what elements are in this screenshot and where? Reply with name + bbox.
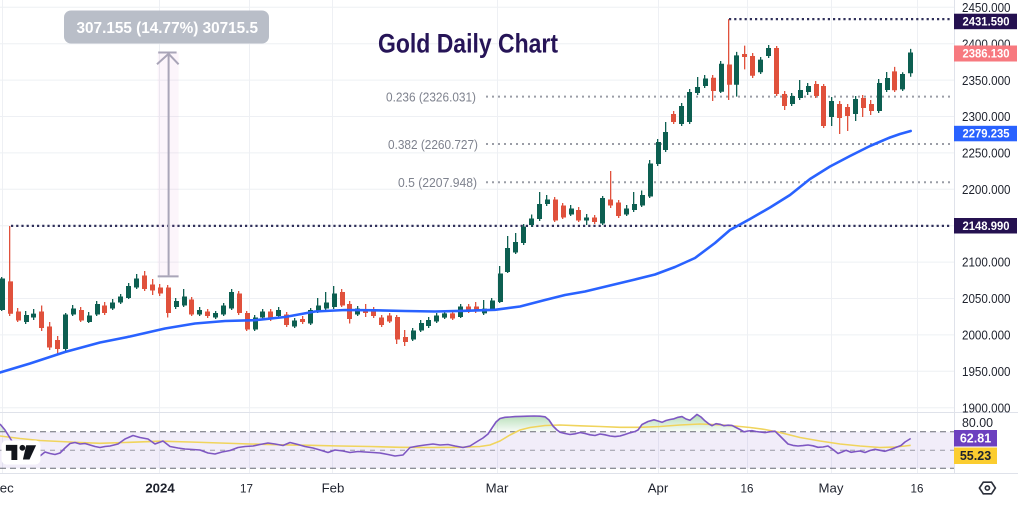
svg-text:Dec: Dec [0,481,14,496]
svg-text:Gold Daily Chart: Gold Daily Chart [378,29,558,59]
svg-text:May: May [819,481,844,496]
svg-text:2300.000: 2300.000 [962,110,1011,124]
svg-text:0.236 (2326.031): 0.236 (2326.031) [386,91,476,105]
svg-text:307.155 (14.77%) 30715.5: 307.155 (14.77%) 30715.5 [77,20,259,37]
svg-text:2350.000: 2350.000 [962,74,1011,88]
svg-text:1900.000: 1900.000 [962,401,1011,415]
svg-text:2200.000: 2200.000 [962,183,1011,197]
svg-text:2386.130: 2386.130 [963,49,1010,61]
svg-text:2148.990: 2148.990 [963,221,1010,233]
svg-text:0.5 (2207.948): 0.5 (2207.948) [398,176,477,190]
svg-text:2000.000: 2000.000 [962,329,1011,343]
svg-text:Feb: Feb [322,481,345,496]
svg-text:62.81: 62.81 [960,432,991,446]
svg-text:2050.000: 2050.000 [962,292,1011,306]
svg-text:17: 17 [240,483,253,496]
svg-text:2024: 2024 [145,481,175,496]
svg-text:Mar: Mar [486,481,509,496]
svg-text:2431.590: 2431.590 [963,17,1010,29]
svg-text:80.00: 80.00 [962,416,993,430]
svg-text:0.382 (2260.727): 0.382 (2260.727) [388,138,478,152]
svg-text:55.23: 55.23 [960,449,991,463]
svg-text:2100.000: 2100.000 [962,256,1011,270]
svg-text:2450.000: 2450.000 [962,1,1011,15]
svg-text:16: 16 [741,483,754,496]
svg-text:2250.000: 2250.000 [962,147,1011,161]
svg-text:1950.000: 1950.000 [962,365,1011,379]
svg-text:2279.235: 2279.235 [963,129,1011,141]
svg-text:16: 16 [911,483,924,496]
svg-text:Apr: Apr [648,481,669,496]
